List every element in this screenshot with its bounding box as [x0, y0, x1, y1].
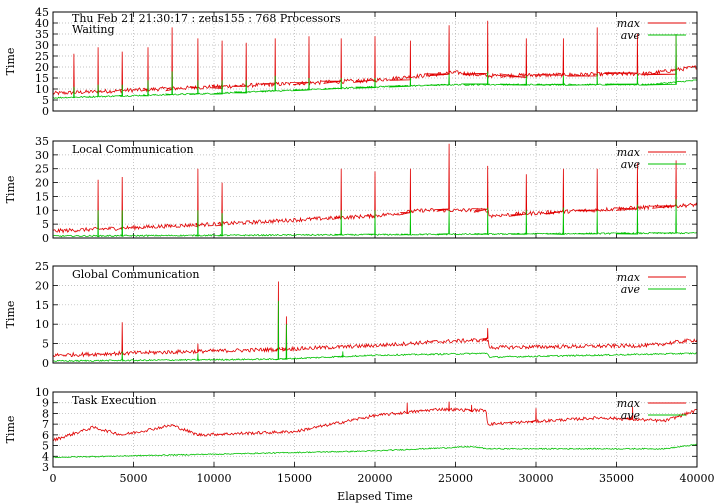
series-line-max [52, 143, 698, 234]
y-tick-label: 25 [35, 260, 49, 273]
y-tick-label: 5 [42, 440, 49, 453]
series-line-ave [52, 443, 698, 459]
chart-header: Thu Feb 21 21:30:17 : zeus155 : 768 Proc… [72, 12, 341, 25]
legend-label-max: max [617, 397, 641, 410]
legend-label-max: max [617, 146, 641, 159]
x-tick-label: 35000 [599, 472, 634, 485]
panel-title: Global Communication [72, 268, 200, 281]
y-axis-label: Time [4, 301, 17, 329]
panel-title: Waiting [72, 23, 115, 36]
x-tick-label: 5000 [120, 472, 148, 485]
y-tick-label: 5 [42, 338, 49, 351]
legend-label-ave: ave [621, 158, 641, 171]
legend-label-max: max [617, 271, 641, 284]
y-tick-label: 3 [42, 461, 49, 474]
series-line-max [52, 20, 698, 96]
y-tick-label: 5 [42, 218, 49, 231]
y-tick-label: 0 [42, 105, 49, 118]
x-tick-label: 0 [50, 472, 57, 485]
y-tick-label: 45 [35, 6, 49, 19]
x-tick-label: 15000 [277, 472, 312, 485]
y-tick-label: 10 [35, 83, 49, 96]
y-tick-label: 0 [42, 357, 49, 370]
series-line-ave [53, 33, 698, 99]
series-line-max [52, 401, 698, 442]
legend-label-ave: ave [621, 283, 641, 296]
panel-title: Task Execution [72, 394, 156, 407]
y-axis-label: Time [4, 416, 17, 444]
y-tick-label: 15 [35, 72, 49, 85]
x-tick-label: 10000 [197, 472, 232, 485]
y-tick-label: 0 [42, 232, 49, 245]
y-tick-label: 6 [42, 429, 49, 442]
y-tick-label: 4 [42, 450, 49, 463]
y-tick-label: 8 [42, 407, 49, 420]
x-tick-label: 30000 [519, 472, 554, 485]
y-tick-label: 20 [35, 61, 49, 74]
y-tick-label: 9 [42, 397, 49, 410]
legend-label-max: max [617, 17, 641, 30]
y-axis-label: Time [4, 176, 17, 204]
y-tick-label: 20 [35, 177, 49, 190]
y-tick-label: 30 [35, 39, 49, 52]
series-line-ave [52, 300, 698, 363]
y-tick-label: 40 [35, 17, 49, 30]
x-tick-label: 25000 [438, 472, 473, 485]
plot-frame [52, 140, 698, 239]
y-tick-label: 10 [35, 204, 49, 217]
series-line-ave [52, 199, 697, 238]
plot-frame [52, 11, 698, 112]
x-tick-label: 40000 [680, 472, 715, 485]
y-tick-label: 35 [35, 135, 49, 148]
y-tick-label: 5 [42, 94, 49, 107]
plot-frame [52, 265, 698, 364]
panel-title: Local Communication [72, 143, 194, 156]
y-tick-label: 15 [35, 190, 49, 203]
y-axis-label: Time [4, 48, 17, 76]
x-tick-label: 20000 [358, 472, 393, 485]
y-tick-label: 35 [35, 28, 49, 41]
legend-label-ave: ave [621, 29, 641, 42]
x-axis-label: Elapsed Time [337, 490, 413, 503]
legend-label-ave: ave [621, 409, 641, 422]
y-tick-label: 25 [35, 50, 49, 63]
y-tick-label: 7 [42, 418, 49, 431]
y-tick-label: 10 [35, 318, 49, 331]
plot-frame [52, 391, 698, 468]
y-tick-label: 10 [35, 386, 49, 399]
series-line-max [52, 281, 698, 358]
y-tick-label: 20 [35, 279, 49, 292]
y-tick-label: 15 [35, 299, 49, 312]
y-tick-label: 30 [35, 149, 49, 162]
y-tick-label: 25 [35, 163, 49, 176]
